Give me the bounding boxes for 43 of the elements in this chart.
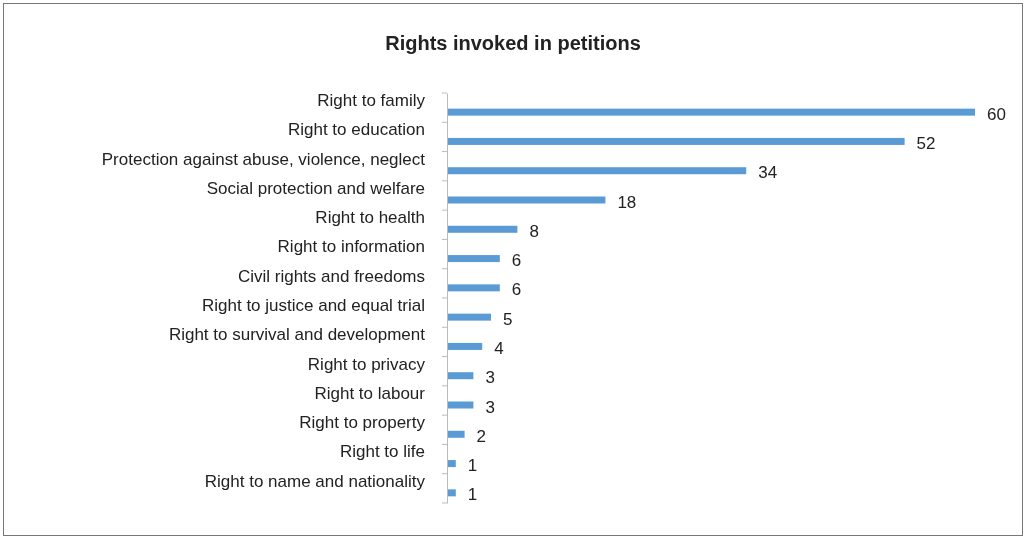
bar <box>447 284 500 292</box>
bar <box>447 313 491 321</box>
data-label: 5 <box>503 309 513 329</box>
y-tick-label: Protection against abuse, violence, neglect <box>101 149 426 169</box>
data-label: 1 <box>467 456 478 476</box>
chart-title: Rights invoked in petitions <box>385 32 641 54</box>
bar <box>447 167 747 175</box>
y-tick-label: Right to labour <box>314 383 426 403</box>
data-label: 52 <box>916 133 936 153</box>
data-label: 8 <box>529 221 539 241</box>
bar <box>447 196 606 204</box>
bar <box>447 137 905 145</box>
bar <box>447 430 465 438</box>
y-tick-label: Social protection and welfare <box>206 178 425 198</box>
y-tick-label: Right to family <box>317 90 426 110</box>
y-tick-label: Right to name and nationality <box>204 471 426 491</box>
y-tick-label: Right to survival and development <box>168 325 426 345</box>
bar <box>447 401 474 409</box>
y-tick-label: Right to health <box>315 208 425 228</box>
data-label: 4 <box>494 338 504 358</box>
y-tick-label: Right to privacy <box>307 354 426 374</box>
bar <box>447 108 975 116</box>
bar <box>447 460 456 468</box>
y-tick-label: Right to justice and equal trial <box>201 295 425 315</box>
data-label: 60 <box>987 104 1006 124</box>
data-label: 3 <box>485 397 495 417</box>
data-label: 1 <box>467 485 478 505</box>
bar <box>447 372 474 380</box>
y-tick-label: Right to property <box>299 413 426 433</box>
data-label: 6 <box>511 251 522 271</box>
y-tick-label: Right to information <box>277 237 425 257</box>
data-label: 34 <box>758 163 778 183</box>
bar <box>447 255 500 263</box>
y-tick-label: Right to life <box>339 442 425 462</box>
data-label: 18 <box>617 192 637 212</box>
bar <box>447 225 518 233</box>
data-label: 3 <box>485 368 495 388</box>
bar <box>447 342 483 350</box>
y-tick-label: Civil rights and freedoms <box>237 266 425 286</box>
data-label: 2 <box>476 426 487 446</box>
bar <box>447 489 456 497</box>
data-label: 6 <box>511 280 522 300</box>
y-tick-label: Right to education <box>287 120 425 140</box>
